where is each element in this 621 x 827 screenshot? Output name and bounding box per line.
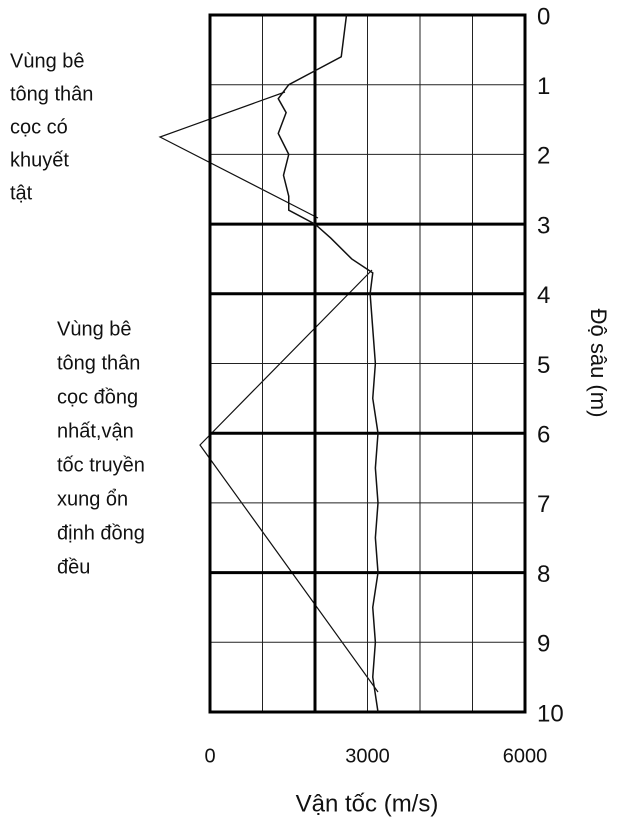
- plot-frame: [208, 13, 527, 714]
- y-tick-label: 6: [537, 422, 550, 449]
- annotation-text: Vùng bê: [57, 318, 132, 340]
- y-tick-label: 9: [537, 631, 550, 658]
- y-axis-label: Độ sâu (m): [586, 309, 611, 418]
- x-axis-label: Vận tốc (m/s): [296, 790, 439, 817]
- y-tick-label: 5: [537, 352, 550, 379]
- annotation-pointer: [158, 91, 319, 219]
- x-tick-label: 6000: [503, 745, 548, 767]
- annotation-text: tông thân: [10, 83, 93, 105]
- annotation-text: cọc có: [10, 116, 68, 138]
- annotation-text: tông thân: [57, 352, 140, 374]
- annotation-text: đều: [57, 556, 90, 578]
- y-tick-label: 0: [537, 3, 550, 30]
- annotation-text: tốc truyền: [57, 454, 145, 476]
- annotation-text: cọc đồng: [57, 386, 138, 408]
- velocity-line: [277, 14, 379, 713]
- y-tick-label: 1: [537, 73, 550, 100]
- y-tick-label: 7: [537, 491, 550, 518]
- y-tick-label: 8: [537, 561, 550, 588]
- x-tick-label: 0: [204, 745, 215, 767]
- annotation-text: định đồng: [57, 522, 145, 544]
- annotation-pointer: [199, 269, 379, 693]
- y-tick-label: 3: [537, 212, 550, 239]
- annotation-text: tật: [10, 182, 33, 204]
- y-tick-label: 2: [537, 143, 550, 170]
- annotation-text: Vùng bê: [10, 50, 85, 72]
- annotation-text: xung ổn: [57, 488, 128, 510]
- annotation-text: khuyết: [10, 149, 69, 171]
- x-tick-label: 3000: [345, 745, 390, 767]
- annotation-text: nhất,vận: [57, 420, 134, 442]
- y-tick-label: 10: [537, 700, 564, 727]
- y-tick-label: 4: [537, 282, 550, 309]
